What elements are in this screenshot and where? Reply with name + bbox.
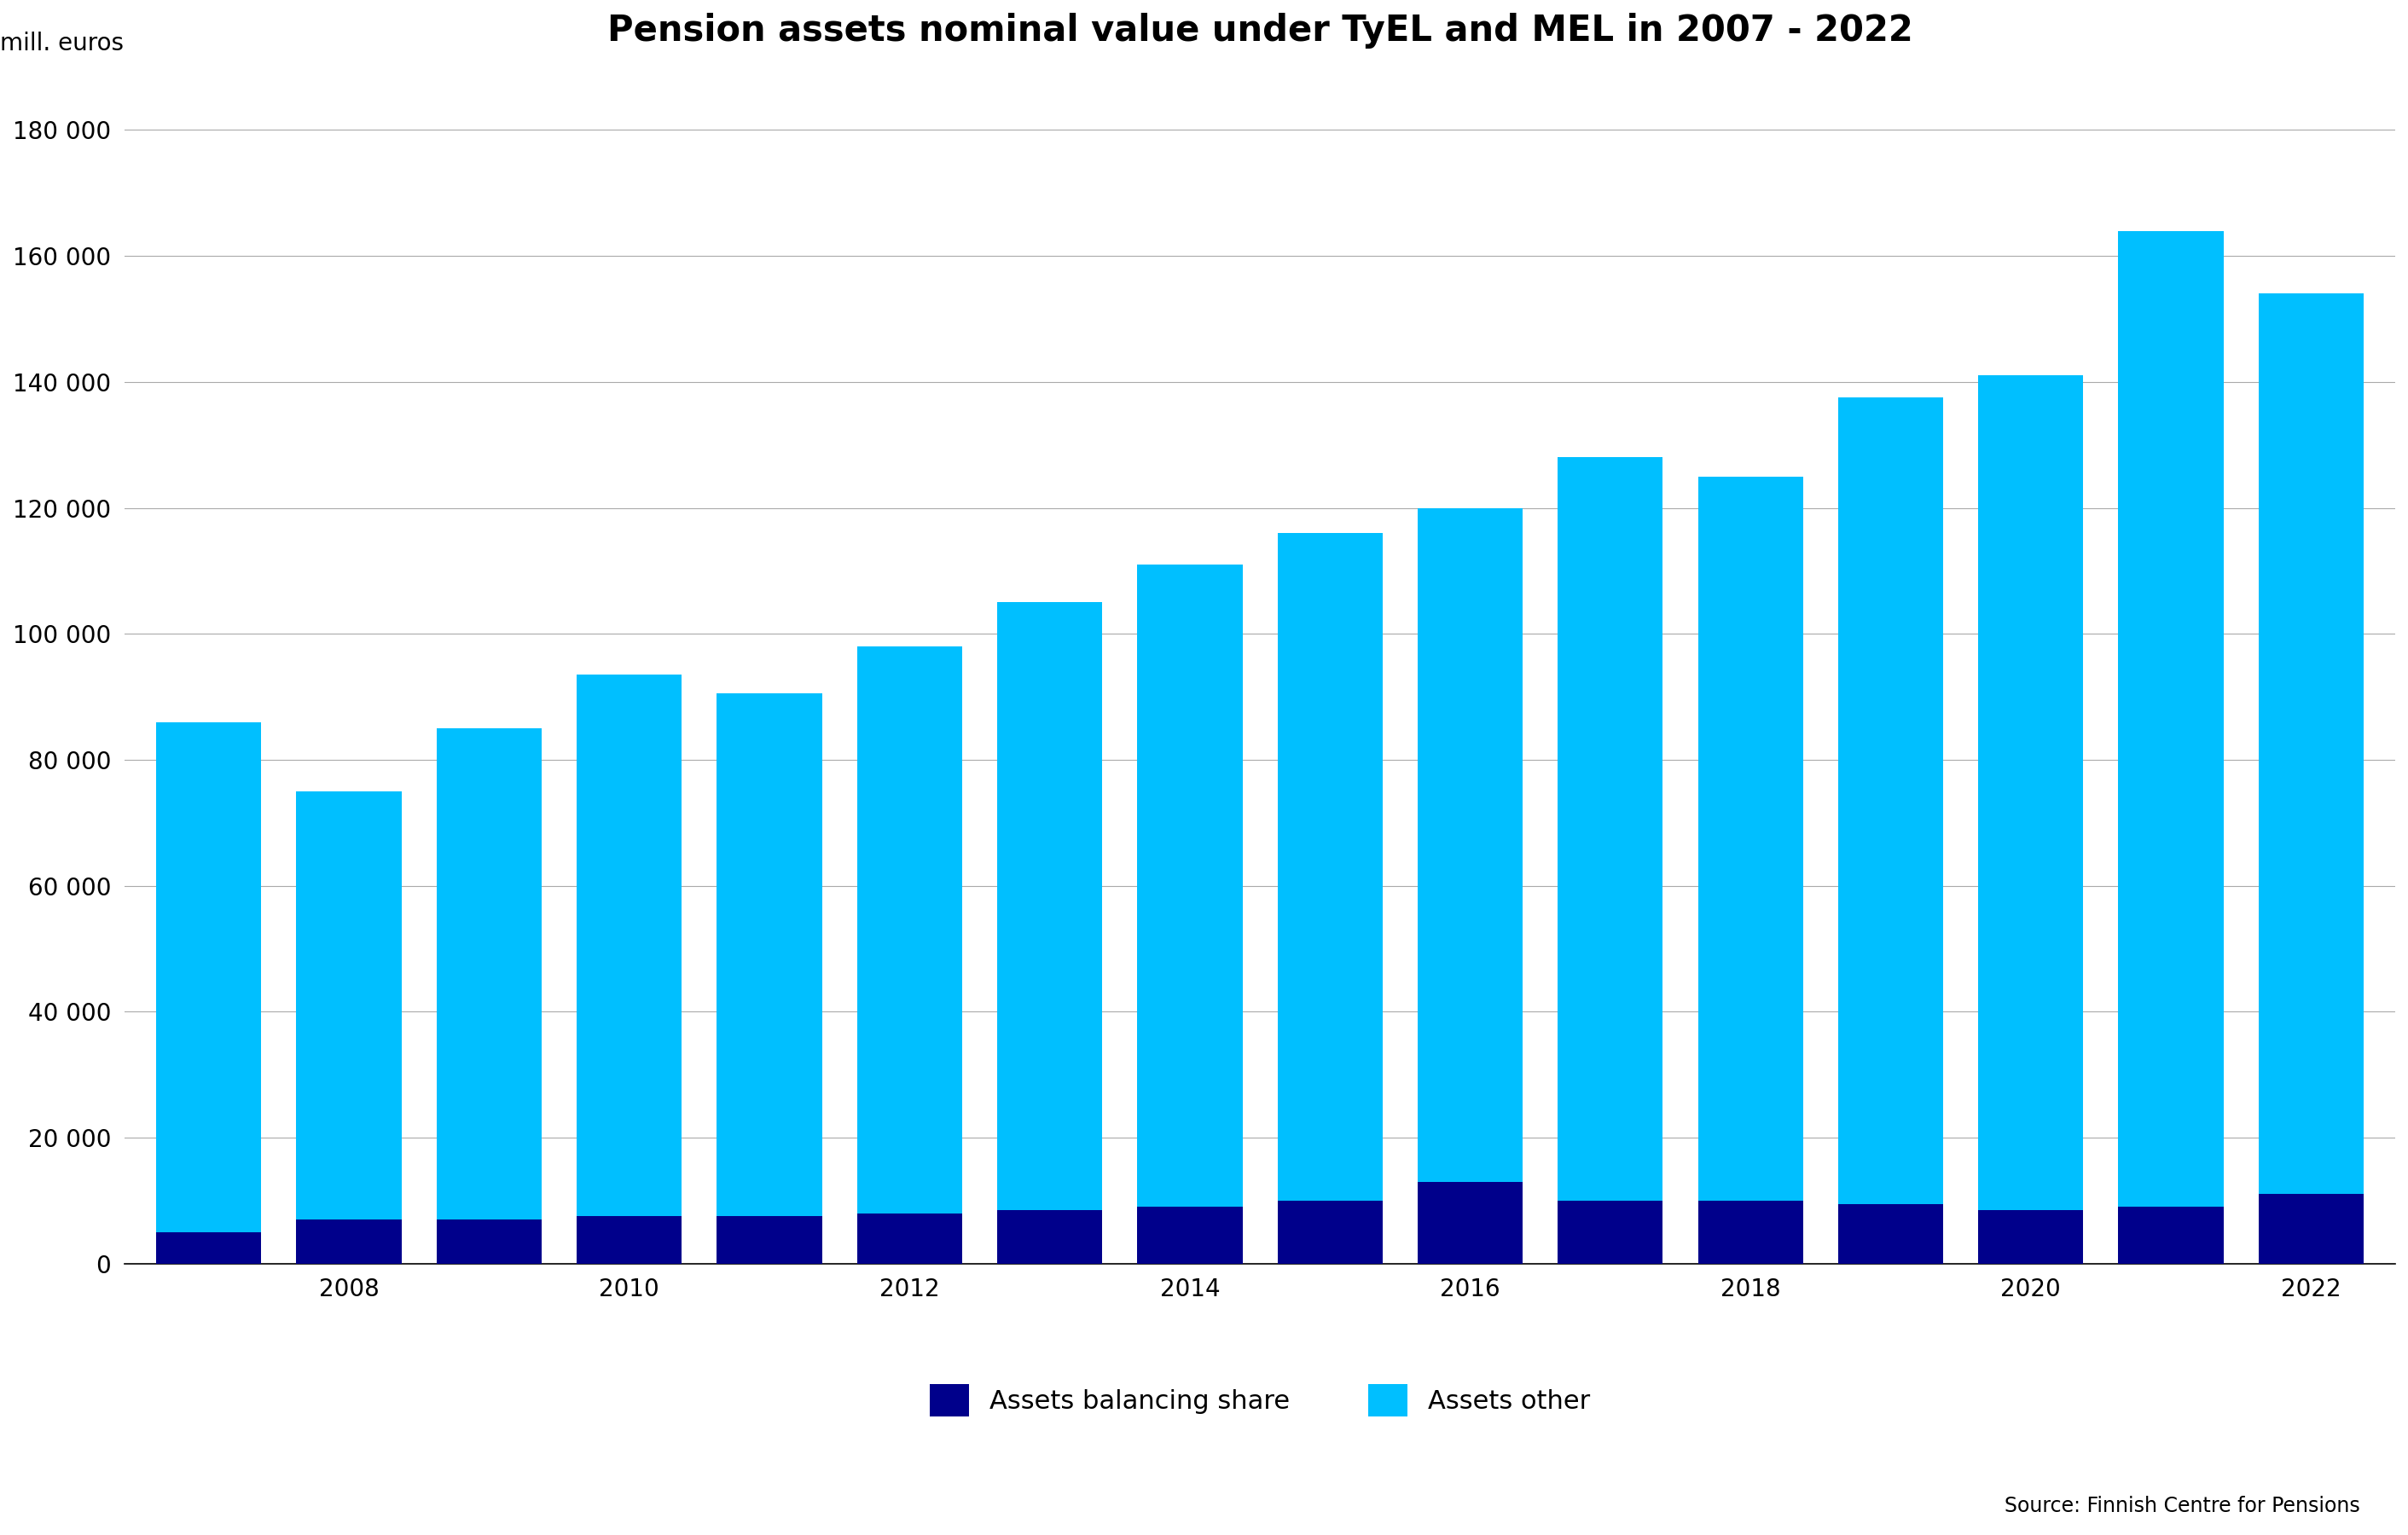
Bar (1558, 457, 1664, 1200)
Bar (997, 1210, 1103, 1263)
Bar (1279, 1200, 1382, 1263)
Bar (1418, 1182, 1522, 1263)
Bar (1137, 1207, 1243, 1263)
Bar (436, 1219, 542, 1263)
Bar (157, 721, 262, 1233)
Bar (578, 1216, 681, 1263)
Bar (1137, 565, 1243, 1207)
Text: mill. euros: mill. euros (0, 31, 123, 55)
Bar (997, 602, 1103, 1210)
Bar (1837, 398, 1943, 1203)
Title: Pension assets nominal value under TyEL and MEL in 2007 - 2022: Pension assets nominal value under TyEL … (607, 12, 1912, 49)
Bar (1279, 533, 1382, 1200)
Bar (1418, 508, 1522, 1182)
Bar (1979, 376, 2083, 1210)
Bar (857, 1213, 963, 1263)
Bar (718, 1216, 821, 1263)
Bar (1837, 1203, 1943, 1263)
Bar (2259, 1194, 2365, 1263)
Bar (2119, 230, 2223, 1207)
Bar (157, 1233, 262, 1263)
Bar (718, 694, 821, 1216)
Bar (1979, 1210, 2083, 1263)
Bar (578, 675, 681, 1216)
Bar (1698, 1200, 1804, 1263)
Legend: Assets balancing share, Assets other: Assets balancing share, Assets other (929, 1385, 1589, 1417)
Bar (296, 1219, 402, 1263)
Bar (296, 791, 402, 1219)
Bar (857, 646, 963, 1213)
Bar (1558, 1200, 1664, 1263)
Bar (1698, 476, 1804, 1200)
Text: Source: Finnish Centre for Pensions: Source: Finnish Centre for Pensions (2003, 1497, 2360, 1517)
Bar (2119, 1207, 2223, 1263)
Bar (2259, 293, 2365, 1194)
Bar (436, 728, 542, 1219)
